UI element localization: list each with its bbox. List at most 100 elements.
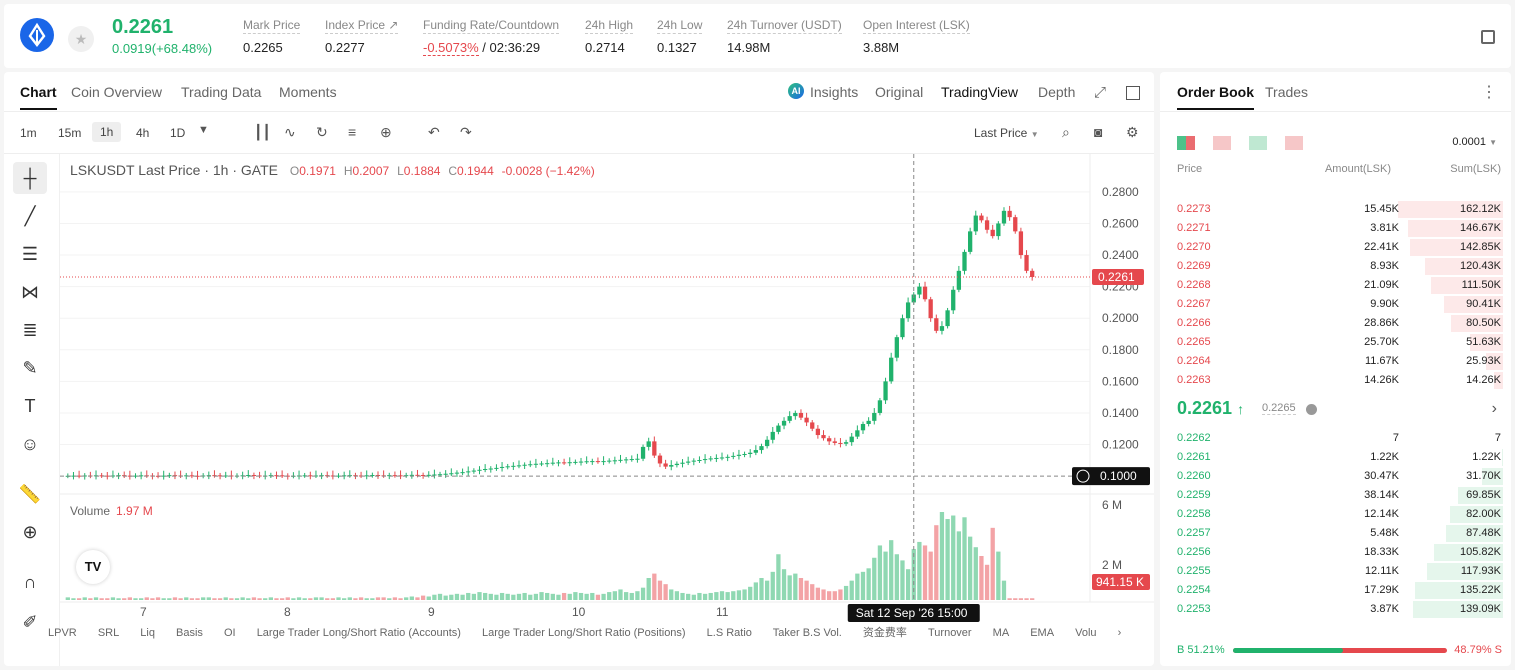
tab-chart[interactable]: Chart xyxy=(20,84,57,110)
chevron-right-icon[interactable]: › xyxy=(1117,627,1122,639)
ind-srl[interactable]: SRL xyxy=(97,627,120,639)
candle xyxy=(426,474,431,476)
chevron-right-icon[interactable]: › xyxy=(1491,400,1497,417)
tab-trades[interactable]: Trades xyxy=(1265,84,1309,100)
tf-1m[interactable]: 1m xyxy=(20,126,37,140)
favorite-star-icon[interactable]: ★ xyxy=(68,26,94,52)
bid-row[interactable]: 0.2259 38.14K 69.85K xyxy=(1160,486,1511,505)
tab-order-book[interactable]: Order Book xyxy=(1177,84,1255,110)
ind-funding-rate[interactable]: 资金费率 xyxy=(862,627,907,639)
ask-row[interactable]: 0.2264 11.67K 25.93K xyxy=(1160,352,1511,371)
ind-lt-accounts[interactable]: Large Trader Long/Short Ratio (Accounts) xyxy=(256,627,461,639)
bid-row[interactable]: 0.2253 3.87K 139.09K xyxy=(1160,600,1511,619)
price-source-select[interactable]: Last Price ▼ xyxy=(974,126,1039,140)
crosshair-icon[interactable]: ┼ xyxy=(13,162,47,194)
magnet-icon[interactable]: ∩ xyxy=(23,572,37,592)
ind-oi[interactable]: OI xyxy=(224,627,236,639)
bid-price: 0.2259 xyxy=(1177,489,1211,501)
tab-moments[interactable]: Moments xyxy=(279,84,337,100)
alert-icon[interactable]: ⊕ xyxy=(380,124,392,140)
candle xyxy=(821,435,826,439)
bid-row[interactable]: 0.2261 1.22K 1.22K xyxy=(1160,448,1511,467)
tf-15m[interactable]: 15m xyxy=(58,126,82,140)
tradingview-logo[interactable]: TV xyxy=(76,550,110,584)
redo-icon[interactable]: ↷ xyxy=(460,124,472,140)
view-asks-icon[interactable] xyxy=(1213,136,1231,150)
zoom-in-icon[interactable]: ⊕ xyxy=(22,522,38,542)
ind-taker-vol[interactable]: Taker B.S Vol. xyxy=(772,627,842,639)
index-price-stat[interactable]: Index Price ↗ 0.2277 xyxy=(325,18,399,55)
brush-icon[interactable]: ✎ xyxy=(22,358,38,378)
volume-bar xyxy=(618,589,623,600)
precision-select[interactable]: 0.0001 ▼ xyxy=(1452,136,1497,148)
bid-row[interactable]: 0.2262 7 7 xyxy=(1160,429,1511,448)
ask-row[interactable]: 0.2265 25.70K 51.63K xyxy=(1160,333,1511,352)
ask-row[interactable]: 0.2268 21.09K 111.50K xyxy=(1160,276,1511,295)
chart-canvas[interactable]: 0.28000.26000.24000.22000.20000.18000.16… xyxy=(60,154,1154,624)
ask-row[interactable]: 0.2263 14.26K 14.26K xyxy=(1160,371,1511,390)
tab-trading-data[interactable]: Trading Data xyxy=(181,84,262,100)
timeframe-dropdown-icon[interactable]: ▼ xyxy=(198,124,209,136)
ind-basis[interactable]: Basis xyxy=(176,627,203,639)
expand-icon[interactable]: ⤢ xyxy=(1094,84,1107,101)
candle-type-icon[interactable]: ┃┃ xyxy=(254,124,271,140)
candle xyxy=(793,412,798,417)
ind-lpvr[interactable]: LPVR xyxy=(48,627,77,639)
search-icon[interactable]: ⌕ xyxy=(1062,124,1070,140)
bid-row[interactable]: 0.2254 17.29K 135.22K xyxy=(1160,581,1511,600)
ruler-icon[interactable]: 📏 xyxy=(18,484,42,504)
price-chart[interactable]: 0.2800 0.2600 0.2400 0.2200 0.2000 0.1800 0.16… xyxy=(60,154,1154,666)
text-icon[interactable]: T xyxy=(24,396,36,416)
trendline-icon[interactable]: ╱ xyxy=(24,206,36,226)
tab-original[interactable]: Original xyxy=(875,84,924,100)
volume-bar xyxy=(516,593,522,600)
view-mixed-icon[interactable] xyxy=(1285,136,1303,150)
ask-row[interactable]: 0.2266 28.86K 80.50K xyxy=(1160,314,1511,333)
ind-ema[interactable]: EMA xyxy=(1030,627,1055,639)
pencil-lock-icon[interactable]: ✐ xyxy=(22,612,38,632)
ind-lt-positions[interactable]: Large Trader Long/Short Ratio (Positions… xyxy=(481,627,686,639)
horizontal-lines-icon[interactable]: ☰ xyxy=(21,244,39,264)
ask-row[interactable]: 0.2267 9.90K 90.41K xyxy=(1160,295,1511,314)
emoji-icon[interactable]: ☺ xyxy=(20,434,40,454)
bid-row[interactable]: 0.2257 5.48K 87.48K xyxy=(1160,524,1511,543)
ask-row[interactable]: 0.2269 8.93K 120.43K xyxy=(1160,257,1511,276)
tab-coin-overview[interactable]: Coin Overview xyxy=(71,84,163,100)
bid-row[interactable]: 0.2255 12.11K 117.93K xyxy=(1160,562,1511,581)
ind-ma[interactable]: MA xyxy=(992,627,1010,639)
indicators-icon[interactable]: ∿ xyxy=(284,124,296,140)
ind-turnover[interactable]: Turnover xyxy=(927,627,972,639)
tf-1h[interactable]: 1h xyxy=(92,122,122,142)
more-icon[interactable]: ⋮ xyxy=(1481,84,1497,101)
volume-bar xyxy=(1018,598,1024,600)
camera-icon[interactable]: ◙ xyxy=(1094,124,1103,140)
ask-row[interactable]: 0.2270 22.41K 142.85K xyxy=(1160,238,1511,257)
view-both-icon[interactable] xyxy=(1177,136,1195,150)
pattern-icon[interactable]: ⋈ xyxy=(21,282,39,302)
templates-icon[interactable]: ≡ xyxy=(348,124,357,140)
tf-4h[interactable]: 4h xyxy=(136,126,150,140)
tab-depth[interactable]: Depth xyxy=(1038,84,1076,100)
ask-row[interactable]: 0.2273 15.45K 162.12K xyxy=(1160,200,1511,219)
tab-tradingview[interactable]: TradingView xyxy=(941,84,1019,100)
candle xyxy=(798,412,804,418)
view-bids-icon[interactable] xyxy=(1249,136,1267,150)
ind-volume[interactable]: Volu xyxy=(1075,627,1097,639)
tab-insights[interactable]: Insights xyxy=(810,84,859,100)
book-icon[interactable] xyxy=(1481,30,1495,44)
undo-icon[interactable]: ↶ xyxy=(428,124,440,140)
volume-bar xyxy=(488,593,493,600)
fib-icon[interactable]: ≣ xyxy=(22,320,38,340)
bid-row[interactable]: 0.2256 18.33K 105.82K xyxy=(1160,543,1511,562)
ind-ls-ratio[interactable]: L.S Ratio xyxy=(706,627,752,639)
candle xyxy=(781,420,787,426)
bid-row[interactable]: 0.2260 30.47K 31.70K xyxy=(1160,467,1511,486)
tf-1d[interactable]: 1D xyxy=(170,126,186,140)
window-icon[interactable] xyxy=(1126,86,1140,100)
bid-row[interactable]: 0.2258 12.14K 82.00K xyxy=(1160,505,1511,524)
ind-liq[interactable]: Liq xyxy=(140,627,155,639)
ask-row[interactable]: 0.2271 3.81K 146.67K xyxy=(1160,219,1511,238)
settings-gear-icon[interactable]: ⚙ xyxy=(1126,124,1139,140)
replay-icon[interactable]: ↻ xyxy=(316,124,328,140)
volume-bar xyxy=(821,589,826,600)
